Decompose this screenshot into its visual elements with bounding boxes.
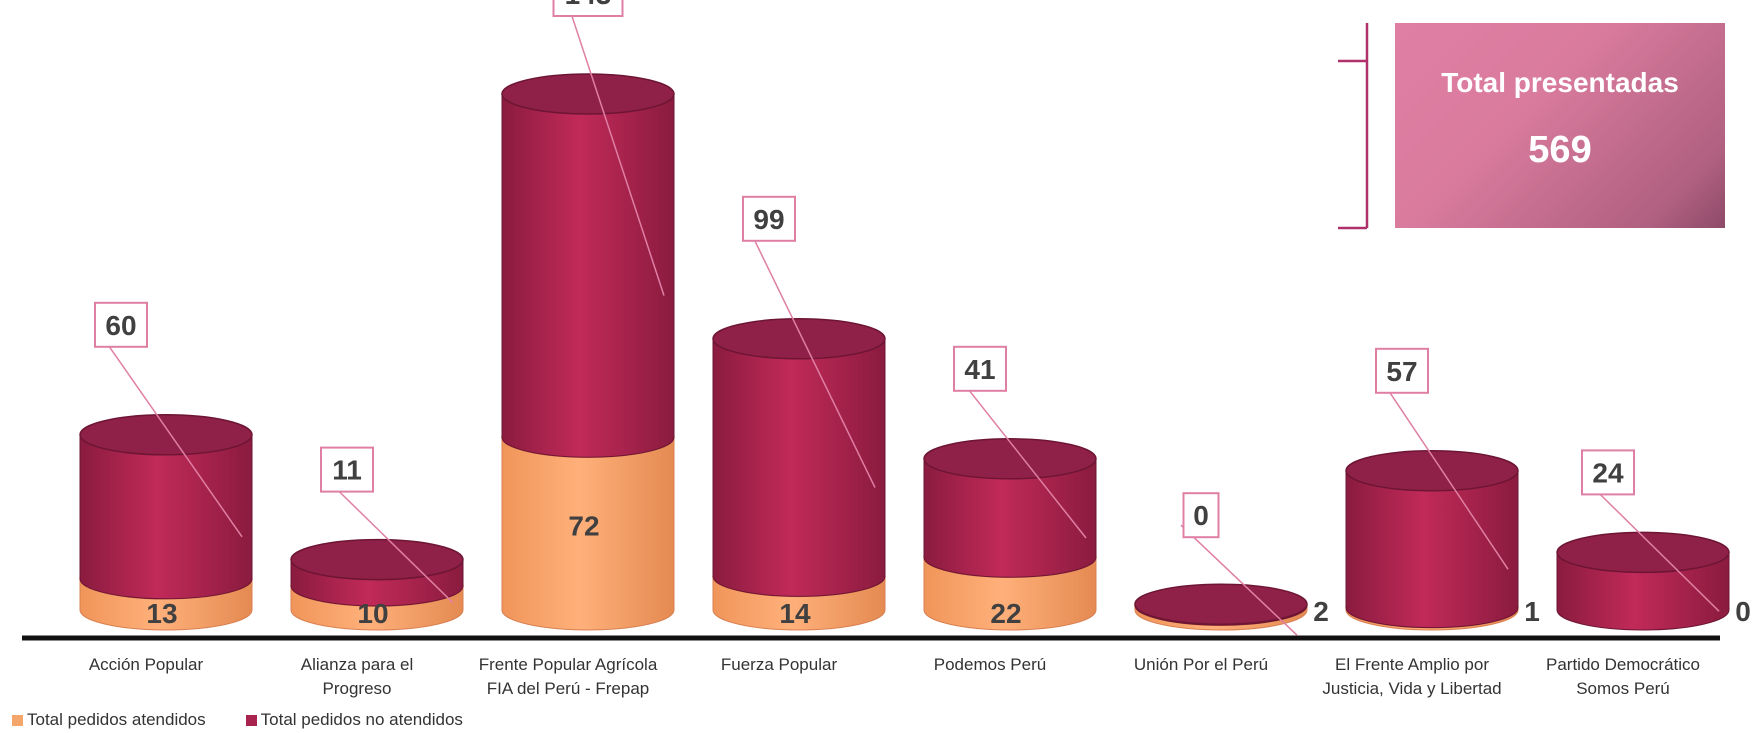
data-label-no-atendidos: 143	[565, 0, 612, 10]
bar-no-atendidos	[79, 414, 253, 600]
data-label-atendidos: 0	[1735, 596, 1751, 627]
callout-no-atendidos: 41	[953, 345, 1087, 539]
category-label: Podemos Perú	[934, 655, 1046, 674]
bar-no-atendidos	[712, 318, 886, 597]
bar-no-atendidos	[1134, 583, 1308, 626]
data-label-no-atendidos: 41	[964, 354, 995, 385]
data-label-atendidos: 1	[1524, 596, 1540, 627]
data-label-no-atendidos: 57	[1386, 356, 1417, 387]
category-label: Frente Popular Agrícola	[479, 655, 658, 674]
data-label-no-atendidos: 11	[332, 455, 362, 486]
legend-swatch-no-atendidos	[245, 714, 257, 726]
total-value: 569	[1528, 129, 1592, 171]
category-label: Justicia, Vida y Libertad	[1322, 679, 1501, 698]
category-label: Fuerza Popular	[721, 655, 838, 674]
bar-no-atendidos	[501, 73, 675, 458]
bar-no-atendidos	[1556, 531, 1730, 631]
legend: Total pedidos atendidos Total pedidos no…	[12, 710, 463, 730]
data-label-atendidos: 10	[357, 598, 388, 629]
legend-label-no-atendidos: Total pedidos no atendidos	[260, 710, 463, 729]
category-label: El Frente Amplio por	[1335, 655, 1489, 674]
bar-no-atendidos	[1345, 450, 1519, 629]
data-label-atendidos: 13	[146, 598, 177, 629]
callout-no-atendidos: 57	[1375, 347, 1509, 570]
callout-no-atendidos: 24	[1581, 449, 1720, 612]
data-label-no-atendidos: 99	[753, 204, 784, 235]
callout-no-atendidos: 99	[742, 195, 876, 488]
data-label-no-atendidos: 60	[105, 310, 136, 341]
total-summary-box: Total presentadas 569	[1395, 23, 1725, 228]
bar-no-atendidos	[923, 438, 1097, 578]
category-label: Progreso	[323, 679, 392, 698]
callout-no-atendidos: 143	[552, 0, 665, 296]
bar-no-atendidos	[290, 538, 464, 607]
legend-swatch-atendidos	[12, 714, 23, 726]
callout-no-atendidos: 11	[320, 446, 454, 604]
category-label: Alianza para el	[301, 655, 413, 674]
data-label-atendidos: 2	[1313, 596, 1329, 627]
total-title: Total presentadas	[1441, 67, 1679, 98]
data-label-no-atendidos: 24	[1592, 457, 1624, 488]
legend-item-atendidos: Total pedidos atendidos	[12, 710, 206, 730]
callout-no-atendidos: 0	[1180, 492, 1298, 636]
data-label-atendidos: 22	[990, 598, 1021, 629]
category-label: FIA del Perú - Frepap	[487, 679, 650, 698]
data-label-atendidos: 14	[779, 598, 811, 629]
category-label: Unión Por el Perú	[1134, 655, 1268, 674]
summary-bracket	[1330, 23, 1400, 263]
legend-item-no-atendidos: Total pedidos no atendidos	[245, 710, 463, 730]
category-label: Somos Perú	[1576, 679, 1670, 698]
category-label: Acción Popular	[89, 655, 204, 674]
data-label-no-atendidos: 0	[1193, 500, 1209, 531]
category-label: Partido Democrático	[1546, 655, 1700, 674]
legend-label-atendidos: Total pedidos atendidos	[27, 710, 206, 729]
data-label-atendidos: 72	[568, 511, 599, 542]
callout-no-atendidos: 60	[94, 301, 243, 538]
